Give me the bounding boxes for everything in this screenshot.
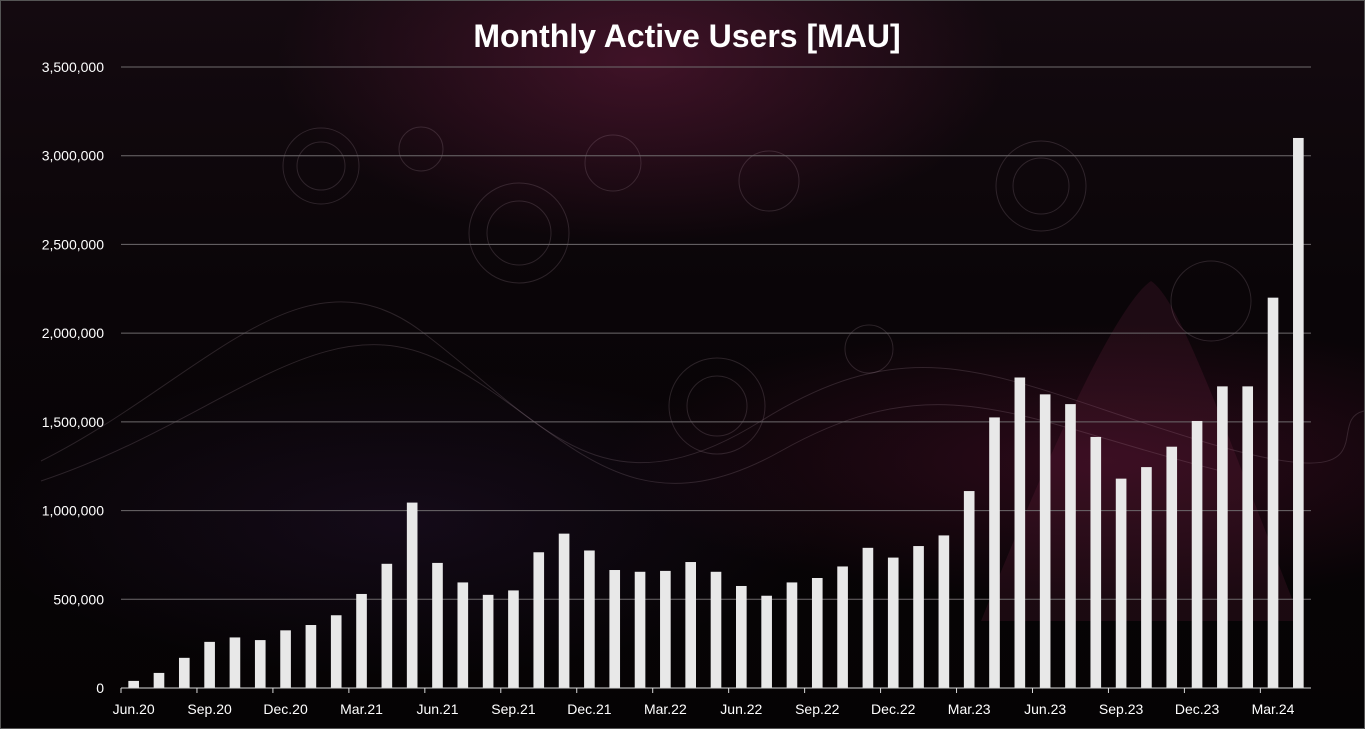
bar-Oct.20 <box>229 637 241 688</box>
bar-Jul.22 <box>761 595 772 688</box>
bar-series <box>128 137 1304 688</box>
x-tick-label: Dec.23 <box>1175 701 1220 717</box>
x-tick-label: Sep.23 <box>1099 701 1144 717</box>
bar-May.23 <box>1014 377 1026 688</box>
bar-Dec.23 <box>1191 420 1203 688</box>
x-tick-label: Sep.21 <box>491 701 536 717</box>
x-tick-label: Dec.21 <box>567 701 612 717</box>
bar-Feb.21 <box>330 615 342 688</box>
y-tick-label: 1,000,000 <box>42 503 104 519</box>
bar-Mar.22 <box>660 570 671 688</box>
bar-Dec.22 <box>887 557 899 688</box>
bar-Jan.24 <box>1217 386 1228 688</box>
bar-Apr.23 <box>989 417 1000 688</box>
bar-Jan.23 <box>913 546 924 688</box>
bar-Dec.21 <box>584 550 595 688</box>
bar-Aug.23 <box>1090 436 1102 688</box>
background-art <box>40 126 1364 621</box>
y-axis-labels: 0 500,000 1,000,000 1,500,000 2,000,000 2,500… <box>42 59 105 696</box>
bar-Sep.20 <box>204 641 215 688</box>
x-tick-label: Sep.20 <box>187 701 232 717</box>
bar-Oct.22 <box>837 566 848 688</box>
bar-Oct.23 <box>1141 467 1152 688</box>
x-tick-label: Mar.24 <box>1252 701 1295 717</box>
y-tick-label: 3,500,000 <box>42 59 104 75</box>
x-tick-label: Mar.21 <box>340 701 383 717</box>
y-tick-label: 1,500,000 <box>42 414 104 430</box>
y-tick-label: 2,000,000 <box>42 325 104 341</box>
y-tick-label: 500,000 <box>53 591 104 607</box>
bar-May.21 <box>406 502 418 688</box>
bar-Jul.23 <box>1065 404 1076 688</box>
x-tick-label: Dec.20 <box>263 701 308 717</box>
y-gridlines <box>121 66 1311 600</box>
x-tick-label: Jun.20 <box>113 701 155 717</box>
x-tick-label: Sep.22 <box>795 701 840 717</box>
x-tick-label: Mar.23 <box>948 701 991 717</box>
x-tick-label: Jun.21 <box>416 701 458 717</box>
bar-Aug.21 <box>482 594 494 688</box>
x-tick-label: Jun.23 <box>1024 701 1066 717</box>
bar-Nov.22 <box>862 547 874 688</box>
bar-Apr.21 <box>381 563 393 688</box>
bar-Jun.20 <box>128 680 139 688</box>
bar-Apr.22 <box>685 562 696 688</box>
bar-Jul.20 <box>153 672 165 688</box>
x-axis-labels: Jun.20 Sep.20 Dec.20 Mar.21 Jun.21 Sep.21 Dec.… <box>113 688 1295 717</box>
bar-Aug.22 <box>786 582 798 688</box>
bar-Mar.24 <box>1267 297 1279 688</box>
bar-Mar.23 <box>963 491 975 688</box>
bar-Nov.21 <box>558 533 570 688</box>
bar-Sep.21 <box>508 590 519 688</box>
bar-Nov.20 <box>254 640 266 688</box>
x-tick-label: Mar.22 <box>644 701 687 717</box>
bar-Jun.22 <box>736 585 747 688</box>
x-tick-label: Jun.22 <box>720 701 762 717</box>
bar-Sep.23 <box>1115 478 1127 688</box>
bar-Mar.21 <box>356 593 367 688</box>
bar-Oct.21 <box>533 552 545 688</box>
bar-Sep.22 <box>811 577 823 688</box>
bar-Nov.23 <box>1166 446 1178 688</box>
bar-Jun.23 <box>1039 394 1051 688</box>
x-tick-label: Dec.22 <box>871 701 916 717</box>
y-tick-label: 0 <box>96 680 104 696</box>
bar-May.22 <box>710 571 722 688</box>
chart-title: Monthly Active Users [MAU] <box>473 18 900 54</box>
bar-Apr.24 <box>1293 137 1304 688</box>
y-tick-label: 2,500,000 <box>42 236 104 252</box>
bar-Feb.23 <box>938 535 950 688</box>
bar-Jan.21 <box>305 625 317 688</box>
bar-Dec.20 <box>280 630 291 688</box>
bar-Jan.22 <box>609 570 621 688</box>
bar-Feb.24 <box>1242 386 1254 688</box>
y-tick-label: 3,000,000 <box>42 148 104 164</box>
bar-Jun.21 <box>432 562 443 688</box>
bar-Aug.20 <box>178 657 190 688</box>
bar-Feb.22 <box>634 571 646 688</box>
bar-Jul.21 <box>457 582 469 688</box>
